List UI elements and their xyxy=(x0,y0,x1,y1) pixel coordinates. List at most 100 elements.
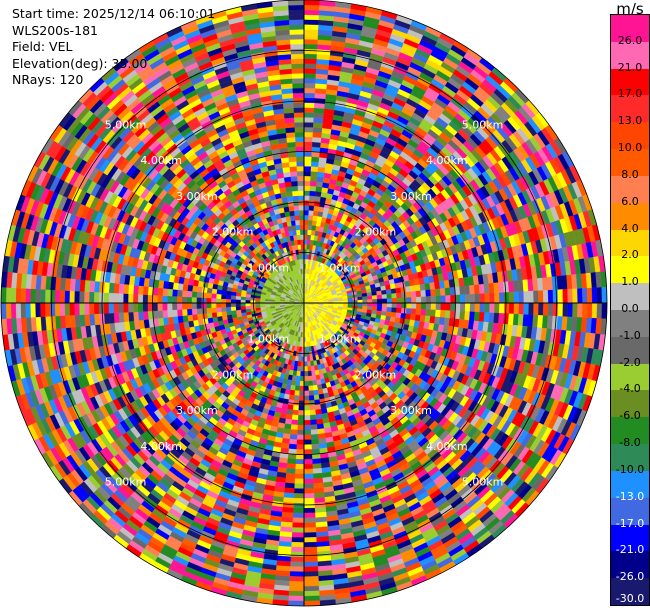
ppi-gate xyxy=(309,190,316,197)
ppi-gate xyxy=(310,434,319,440)
ppi-gate xyxy=(306,356,311,362)
ppi-gate xyxy=(435,302,441,311)
ppi-gate xyxy=(294,483,305,489)
ppi-gate xyxy=(445,295,451,304)
ppi-gate xyxy=(308,385,314,391)
ppi-gate xyxy=(312,380,318,386)
ppi-gate xyxy=(416,302,422,310)
ppi-gate xyxy=(292,522,305,528)
ppi-gate xyxy=(582,288,588,304)
ppi-gate xyxy=(298,395,305,401)
ppi-gate xyxy=(296,370,301,377)
ppi-gate xyxy=(303,126,314,133)
ppi-gate xyxy=(415,308,422,316)
ppi-gate xyxy=(601,302,608,320)
ppi-gate xyxy=(309,180,317,187)
ppi-gate xyxy=(303,498,315,504)
ppi-gate xyxy=(469,302,476,313)
ppi-gate xyxy=(439,288,446,296)
ppi-gate xyxy=(314,195,321,202)
ppi-gate xyxy=(303,136,313,143)
ppi-gate xyxy=(430,295,437,304)
ppi-gate xyxy=(290,429,298,435)
ppi-gate xyxy=(473,284,480,295)
ppi-gate xyxy=(303,459,313,465)
ppi-gate xyxy=(289,571,305,577)
ppi-gate xyxy=(312,458,322,465)
ppi-gate xyxy=(294,468,305,475)
ppi-gate xyxy=(297,424,305,431)
ppi-gate xyxy=(295,459,305,465)
ppi-gate xyxy=(290,546,305,553)
ppi-gate xyxy=(337,298,344,302)
ppi-gate xyxy=(303,146,313,152)
ppi-gate xyxy=(303,517,316,524)
ppi-gate xyxy=(405,308,412,315)
ppi-gate xyxy=(284,477,295,484)
ppi-gate xyxy=(288,443,297,450)
ppi-gate xyxy=(367,302,373,307)
ppi-gate xyxy=(488,282,495,294)
ppi-gate xyxy=(303,527,317,533)
ppi-gate xyxy=(494,292,500,304)
ppi-gate xyxy=(303,34,319,40)
ppi-gate xyxy=(291,419,299,426)
ppi-gate xyxy=(518,302,525,315)
ppi-gate xyxy=(309,419,317,426)
ppi-gate xyxy=(523,302,529,315)
ppi-gate xyxy=(291,527,305,533)
ppi-gate xyxy=(303,82,316,89)
ppi-gate xyxy=(410,308,417,315)
ppi-gate xyxy=(303,410,311,416)
ppi-gate xyxy=(414,314,421,322)
ppi-gate xyxy=(303,376,309,382)
ppi-gate xyxy=(315,413,323,420)
ppi-gate xyxy=(303,219,309,226)
ppi-gate xyxy=(303,405,310,411)
ppi-gate xyxy=(307,370,312,377)
ppi-gate xyxy=(303,585,320,592)
ppi-gate xyxy=(416,296,422,304)
ppi-gate xyxy=(303,380,309,387)
ppi-gate xyxy=(303,473,314,480)
ppi-gate xyxy=(289,434,298,440)
ppi-gate xyxy=(309,185,317,192)
ppi-gate xyxy=(299,376,305,382)
ppi-gate xyxy=(291,537,305,543)
ppi-gate xyxy=(376,306,383,312)
ppi-gate xyxy=(292,512,305,519)
ppi-gate xyxy=(282,497,294,504)
ppi-gate xyxy=(303,463,313,470)
ppi-gate xyxy=(300,366,305,372)
ppi-gate xyxy=(498,313,505,325)
ppi-gate xyxy=(303,234,308,240)
ppi-gate xyxy=(303,92,316,99)
ppi-gate xyxy=(308,390,314,396)
ppi-gate xyxy=(293,395,300,401)
ppi-gate xyxy=(567,302,573,318)
ppi-gate xyxy=(303,561,318,568)
ppi-gate xyxy=(307,366,312,372)
ppi-gate xyxy=(290,551,305,558)
ppi-gate xyxy=(533,302,539,316)
ppi-gate xyxy=(313,205,320,212)
ppi-gate xyxy=(464,294,471,304)
ppi-gate xyxy=(315,409,322,415)
ppi-gate xyxy=(376,290,382,296)
ppi-gate xyxy=(303,595,320,602)
ppi-gate xyxy=(591,287,598,304)
ppi-gate xyxy=(303,419,311,426)
ppi-gate xyxy=(483,283,490,294)
ppi-gate xyxy=(292,507,305,514)
ppi-gate xyxy=(297,419,305,426)
ppi-gate xyxy=(307,219,313,226)
ppi-gate xyxy=(479,302,485,313)
ppi-gate xyxy=(303,371,308,377)
ppi-gate xyxy=(460,302,466,312)
ppi-gate xyxy=(503,292,510,304)
ppi-gate xyxy=(464,302,471,312)
ppi-gate xyxy=(459,285,466,295)
ppi-gate xyxy=(308,215,314,221)
ppi-gate xyxy=(552,302,559,317)
ppi-gate xyxy=(547,289,554,304)
